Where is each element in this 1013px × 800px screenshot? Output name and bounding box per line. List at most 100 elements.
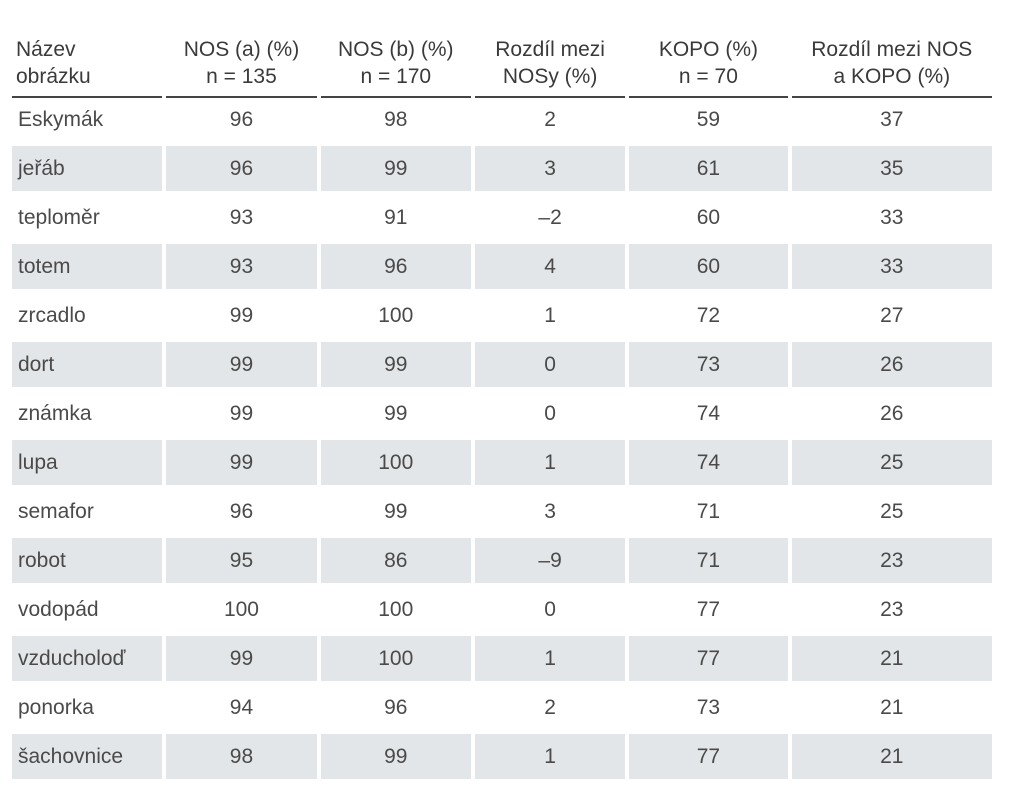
cell-nos-b: 98	[320, 98, 471, 146]
cell-nos-a: 93	[166, 195, 317, 244]
table-row: dort 99 99 0 73 26	[12, 342, 992, 391]
cell-nos-a: 93	[166, 244, 317, 293]
cell-nos-difference: –9	[474, 538, 626, 587]
table-row: vodopád 100 100 0 77 23	[12, 587, 992, 636]
table-row: známka 99 99 0 74 26	[12, 391, 992, 440]
cell-picture-name: totem	[12, 244, 163, 293]
cell-picture-name: robot	[12, 538, 163, 587]
cell-nos-kopo-difference: 21	[791, 685, 992, 734]
cell-nos-b: 99	[320, 489, 471, 538]
table-row: zrcadlo 99 100 1 72 27	[12, 293, 992, 342]
cell-nos-kopo-difference: 37	[791, 98, 992, 146]
cell-nos-kopo-difference: 25	[791, 489, 992, 538]
cell-kopo: 77	[629, 636, 788, 685]
cell-nos-difference: 1	[474, 636, 626, 685]
header-picture-name: Název obrázku	[12, 36, 163, 98]
cell-picture-name: zrcadlo	[12, 293, 163, 342]
table-row: semafor 96 99 3 71 25	[12, 489, 992, 538]
cell-kopo: 77	[629, 587, 788, 636]
cell-picture-name: vzducholoď	[12, 636, 163, 685]
cell-nos-kopo-difference: 23	[791, 587, 992, 636]
cell-picture-name: šachovnice	[12, 734, 163, 783]
cell-nos-kopo-difference: 26	[791, 342, 992, 391]
cell-nos-kopo-difference: 25	[791, 440, 992, 489]
cell-kopo: 73	[629, 685, 788, 734]
cell-nos-difference: 1	[474, 440, 626, 489]
cell-nos-kopo-difference: 35	[791, 146, 992, 195]
cell-nos-difference: 2	[474, 685, 626, 734]
header-row: Název obrázku NOS (a) (%) n = 135 NOS (b…	[12, 36, 992, 98]
cell-nos-kopo-difference: 26	[791, 391, 992, 440]
table-row: šachovnice 98 99 1 77 21	[12, 734, 992, 783]
cell-nos-b: 100	[320, 293, 471, 342]
cell-nos-a: 99	[166, 440, 317, 489]
header-nos-kopo-difference: Rozdíl mezi NOS a KOPO (%)	[791, 36, 992, 98]
cell-nos-kopo-difference: 33	[791, 244, 992, 293]
header-kopo: KOPO (%) n = 70	[629, 36, 788, 98]
cell-nos-a: 96	[166, 146, 317, 195]
cell-kopo: 77	[629, 734, 788, 783]
table-row: robot 95 86 –9 71 23	[12, 538, 992, 587]
cell-picture-name: Eskymák	[12, 98, 163, 146]
cell-nos-difference: 0	[474, 391, 626, 440]
cell-nos-kopo-difference: 23	[791, 538, 992, 587]
cell-nos-a: 99	[166, 293, 317, 342]
cell-kopo: 61	[629, 146, 788, 195]
table-header: Název obrázku NOS (a) (%) n = 135 NOS (b…	[12, 36, 992, 98]
results-table-container: Název obrázku NOS (a) (%) n = 135 NOS (b…	[8, 36, 996, 783]
cell-nos-difference: 0	[474, 587, 626, 636]
cell-nos-b: 96	[320, 244, 471, 293]
cell-picture-name: lupa	[12, 440, 163, 489]
table-row: Eskymák 96 98 2 59 37	[12, 98, 992, 146]
results-table: Název obrázku NOS (a) (%) n = 135 NOS (b…	[8, 36, 996, 783]
cell-picture-name: vodopád	[12, 587, 163, 636]
cell-picture-name: semafor	[12, 489, 163, 538]
cell-kopo: 59	[629, 98, 788, 146]
cell-kopo: 60	[629, 244, 788, 293]
cell-nos-difference: 0	[474, 342, 626, 391]
cell-nos-a: 99	[166, 342, 317, 391]
cell-nos-a: 99	[166, 636, 317, 685]
cell-picture-name: jeřáb	[12, 146, 163, 195]
cell-nos-kopo-difference: 33	[791, 195, 992, 244]
cell-kopo: 74	[629, 391, 788, 440]
table-row: ponorka 94 96 2 73 21	[12, 685, 992, 734]
cell-nos-a: 100	[166, 587, 317, 636]
cell-picture-name: ponorka	[12, 685, 163, 734]
cell-nos-b: 99	[320, 342, 471, 391]
cell-kopo: 71	[629, 538, 788, 587]
table-row: vzducholoď 99 100 1 77 21	[12, 636, 992, 685]
cell-nos-difference: 3	[474, 146, 626, 195]
table-row: teploměr 93 91 –2 60 33	[12, 195, 992, 244]
cell-kopo: 71	[629, 489, 788, 538]
cell-nos-b: 91	[320, 195, 471, 244]
cell-nos-b: 86	[320, 538, 471, 587]
cell-nos-difference: 3	[474, 489, 626, 538]
cell-nos-b: 100	[320, 440, 471, 489]
header-nos-a: NOS (a) (%) n = 135	[166, 36, 317, 98]
cell-nos-a: 94	[166, 685, 317, 734]
cell-nos-difference: 1	[474, 734, 626, 783]
cell-nos-b: 99	[320, 146, 471, 195]
cell-nos-b: 99	[320, 391, 471, 440]
cell-nos-a: 99	[166, 391, 317, 440]
cell-nos-difference: –2	[474, 195, 626, 244]
cell-kopo: 73	[629, 342, 788, 391]
cell-nos-difference: 4	[474, 244, 626, 293]
cell-kopo: 72	[629, 293, 788, 342]
cell-nos-kopo-difference: 27	[791, 293, 992, 342]
cell-picture-name: známka	[12, 391, 163, 440]
header-nos-difference: Rozdíl mezi NOSy (%)	[474, 36, 626, 98]
cell-nos-b: 99	[320, 734, 471, 783]
cell-kopo: 60	[629, 195, 788, 244]
cell-nos-kopo-difference: 21	[791, 636, 992, 685]
cell-nos-kopo-difference: 21	[791, 734, 992, 783]
cell-nos-b: 96	[320, 685, 471, 734]
cell-picture-name: dort	[12, 342, 163, 391]
cell-nos-a: 98	[166, 734, 317, 783]
table-row: jeřáb 96 99 3 61 35	[12, 146, 992, 195]
header-nos-b: NOS (b) (%) n = 170	[320, 36, 471, 98]
cell-picture-name: teploměr	[12, 195, 163, 244]
cell-nos-b: 100	[320, 587, 471, 636]
cell-nos-a: 96	[166, 98, 317, 146]
